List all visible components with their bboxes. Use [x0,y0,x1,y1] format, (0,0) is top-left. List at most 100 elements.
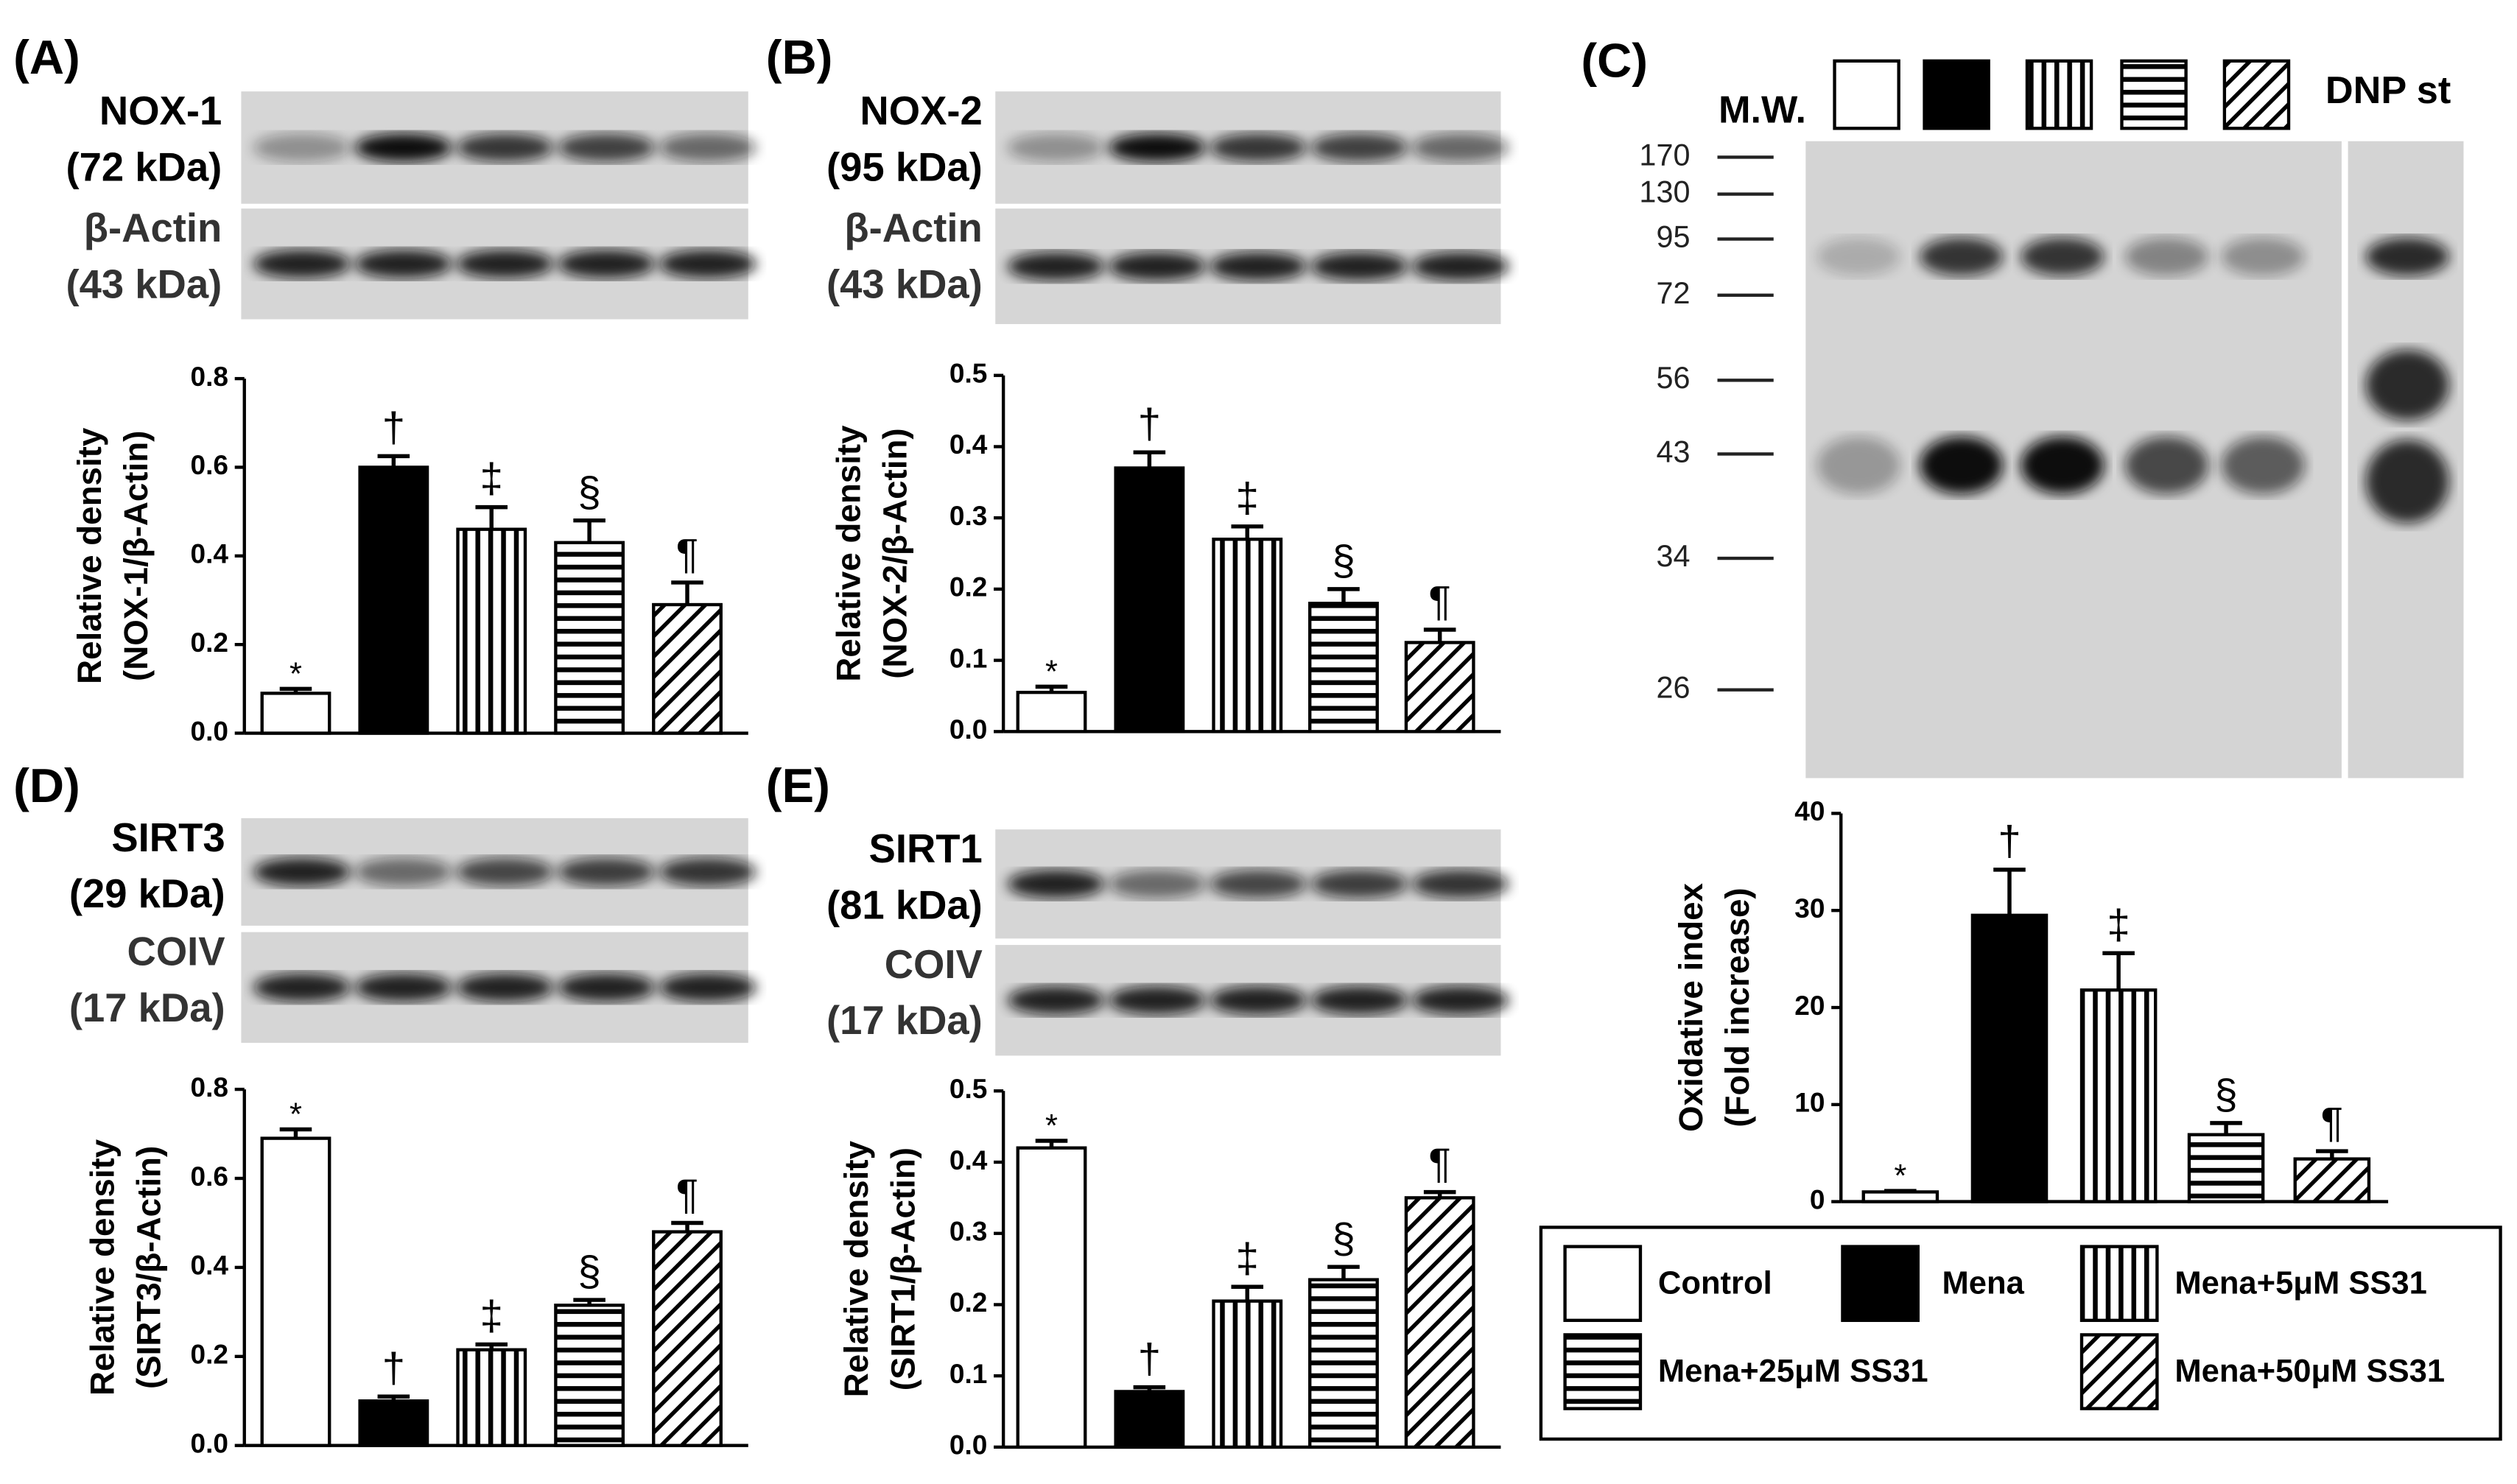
significance-mark: * [1045,1108,1058,1144]
blot-label: (43 kDa) [66,261,222,306]
blot-label: (95 kDa) [826,144,983,189]
significance-mark: ¶ [676,1172,698,1218]
y-axis-label: (SIRT3/β-Actin) [130,1146,167,1389]
y-tick-label: 0.6 [191,1161,228,1192]
blot-label: NOX-1 [99,88,222,133]
significance-mark: * [289,1097,302,1133]
legend-label: Mena+25μM SS31 [1658,1354,1928,1389]
significance-mark: ¶ [1428,578,1450,625]
blot-band [1007,252,1105,281]
blot-band [1310,252,1408,281]
bar [1861,1190,1939,1203]
legend-swatch [2079,1245,2159,1322]
y-tick-label: 0.2 [949,1287,987,1318]
blot-label: COIV [885,942,983,987]
bar [554,541,625,735]
legend-swatch [1841,1245,1920,1322]
blot-band [1816,436,1900,494]
blot-band [1210,869,1307,899]
y-tick-label: 0 [1810,1184,1825,1214]
blot-band [1210,985,1307,1015]
blot-band [1108,133,1206,163]
bar [554,1304,625,1447]
blot-band [2021,436,2104,494]
y-axis-label: (Fold increase) [1719,887,1756,1127]
y-tick-label: 0.5 [949,358,987,389]
blot-band [659,973,756,1002]
blot-band [1310,985,1408,1015]
significance-mark: ‡ [480,456,503,502]
bar [1114,1390,1185,1449]
legend-swatch [2079,1333,2159,1410]
blot-band [1007,985,1105,1015]
blot-label: COIV [127,929,225,974]
panel-label: (D) [13,759,80,812]
blot-band [1108,252,1206,281]
blot-band [1411,985,1509,1015]
y-tick-label: 0.3 [949,500,987,531]
blot-band [1919,237,2004,276]
y-tick-label: 0.2 [191,627,228,658]
blot-band [1007,133,1105,163]
lane-key [2222,59,2291,130]
y-tick-label: 40 [1794,795,1825,826]
mw-label: 130 [1639,175,1690,209]
y-axis-label: (NOX-1/β-Actin) [117,431,155,681]
significance-mark: § [1332,1215,1355,1262]
blot-band [456,857,554,887]
blot-band [253,249,351,278]
blot-band [2221,237,2305,276]
blot-band [1210,252,1307,281]
blot-band [253,133,351,163]
bar [456,1348,527,1447]
blot-label: (72 kDa) [66,144,222,189]
bar [1212,1299,1283,1449]
y-tick-label: 0.1 [949,642,987,673]
y-tick-label: 0.0 [191,715,228,746]
significance-mark: § [578,1248,601,1295]
blot-band [456,249,554,278]
y-tick-label: 0.2 [191,1339,228,1370]
bar [652,602,723,735]
bar [2187,1133,2265,1203]
legend-label: Mena+5μM SS31 [2174,1265,2427,1301]
blot-band [659,249,756,278]
significance-mark: * [289,656,302,692]
legend-box [1539,1225,2502,1441]
lane-key [1923,59,1990,130]
bar [260,692,331,735]
panel-label: (B) [766,30,833,84]
significance-mark: * [1894,1158,1906,1194]
bar [652,1230,723,1447]
bar [1212,538,1283,734]
bar [1308,1278,1379,1449]
significance-mark: † [382,1345,406,1391]
bar [358,1399,429,1447]
y-tick-label: 0.0 [949,714,987,745]
significance-mark: ‡ [2107,901,2130,948]
bar [1016,690,1087,734]
bar [1404,1196,1475,1449]
mw-label: 43 [1656,435,1690,468]
blot-band [2365,237,2449,276]
bar [1308,602,1379,734]
bar [2293,1157,2371,1203]
blot-band [557,133,656,163]
mw-label: 26 [1656,671,1690,705]
blot-band [1310,869,1408,899]
significance-mark: ¶ [2321,1100,2343,1146]
blot-label: (17 kDa) [69,985,225,1030]
blot-band [456,133,554,163]
significance-mark: § [1332,538,1355,584]
panel-label: (E) [766,759,830,812]
y-tick-label: 0.4 [949,1144,988,1175]
blot-band [557,249,656,278]
blot-label: SIRT3 [111,815,225,860]
y-tick-label: 0.1 [949,1358,987,1389]
blot-band [659,133,756,163]
mw-label: 56 [1656,361,1690,395]
mw-label: 34 [1656,539,1690,573]
panel-label: (A) [13,30,80,84]
significance-mark: † [1138,401,1162,447]
